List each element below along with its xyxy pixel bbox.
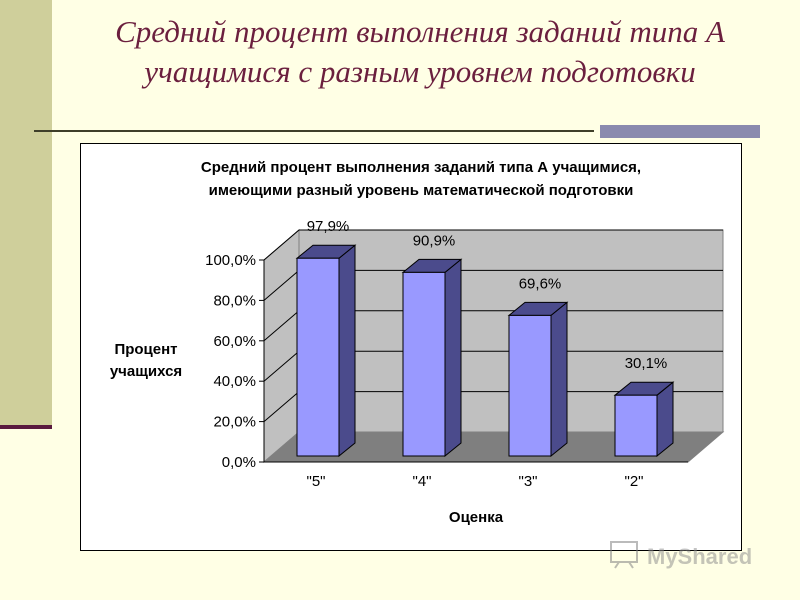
bar xyxy=(401,258,463,458)
bar-front xyxy=(402,271,446,457)
x-tick-label: "3" xyxy=(519,473,538,490)
y-tick-label: 100,0% xyxy=(205,252,256,269)
bar xyxy=(613,381,675,458)
sidebar-band xyxy=(0,0,52,428)
chart-title-line-1: Средний процент выполнения заданий типа … xyxy=(201,159,641,176)
bar xyxy=(507,301,569,458)
data-label: 97,9% xyxy=(307,218,350,235)
y-tick-label: 0,0% xyxy=(222,454,256,471)
data-label: 90,9% xyxy=(413,232,456,249)
title-divider xyxy=(34,130,594,132)
plot-side-wall xyxy=(263,228,300,464)
chart-frame: Средний процент выполнения заданий типа … xyxy=(80,143,742,551)
slide-title: Средний процент выполнения заданий типа … xyxy=(115,14,725,89)
bar-side xyxy=(550,301,568,458)
x-tick-label: "5" xyxy=(307,473,326,490)
bar xyxy=(295,244,357,458)
y-axis-label-line-1: Процент xyxy=(114,341,177,358)
watermark-logo: MyShared xyxy=(610,541,752,569)
presentation-icon xyxy=(610,541,638,569)
data-label: 30,1% xyxy=(625,355,668,372)
sidebar-rule xyxy=(0,425,52,429)
y-tick-label: 20,0% xyxy=(213,414,256,431)
y-tick-label: 80,0% xyxy=(213,292,256,309)
bar-front xyxy=(614,394,658,457)
watermark-text: MyShared xyxy=(647,544,752,569)
y-tick-label: 60,0% xyxy=(213,333,256,350)
y-tick-label: 40,0% xyxy=(213,373,256,390)
chart: Средний процент выполнения заданий типа … xyxy=(110,159,725,526)
x-axis-label: Оценка xyxy=(449,509,504,526)
chart-title-line-2: имеющими разный уровень математической п… xyxy=(209,182,634,199)
bar-side xyxy=(338,244,356,458)
title-divider-accent xyxy=(600,125,760,138)
data-label: 69,6% xyxy=(519,275,562,292)
bar-front xyxy=(508,314,552,457)
bar-side xyxy=(444,258,462,458)
bar-front xyxy=(296,257,340,457)
gridline xyxy=(263,229,723,261)
y-axis-label-line-2: учащихся xyxy=(110,363,182,380)
x-tick-label: "4" xyxy=(413,473,432,490)
plot-area: 0,0% 20,0% 40,0% 60,0% 80,0% 100,0% 97,9% "5" 90… xyxy=(205,218,725,490)
x-tick-label: "2" xyxy=(625,473,644,490)
